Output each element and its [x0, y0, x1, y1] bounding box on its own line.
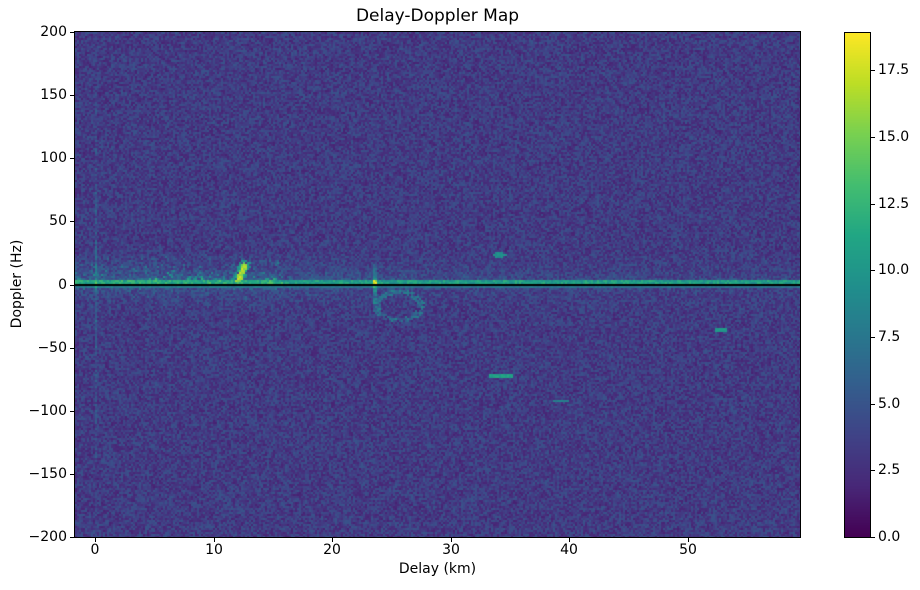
y-tick-label: −100 — [28, 403, 67, 419]
x-tick-label: 10 — [205, 542, 223, 558]
colorbar-tick-label: 15.0 — [878, 129, 910, 145]
x-tick-label: 30 — [442, 542, 460, 558]
x-tick-label: 0 — [90, 542, 100, 558]
y-tick-label: −200 — [28, 529, 67, 545]
y-tick-mark — [70, 285, 74, 286]
colorbar-tick-mark — [871, 470, 875, 471]
x-tick-label: 50 — [679, 542, 697, 558]
chart-title: Delay-Doppler Map — [355, 6, 520, 26]
x-tick-mark — [688, 538, 689, 542]
x-tick-label: 20 — [323, 542, 341, 558]
y-tick-label: −50 — [37, 340, 67, 356]
x-axis-label: Delay (km) — [398, 561, 477, 577]
colorbar-tick-label: 2.5 — [878, 462, 901, 478]
colorbar-tick-label: 17.5 — [878, 62, 910, 78]
colorbar-tick-mark — [871, 137, 875, 138]
y-tick-mark — [70, 32, 74, 33]
colorbar-tick-label: 5.0 — [878, 396, 901, 412]
x-tick-mark — [95, 538, 96, 542]
y-tick-mark — [70, 221, 74, 222]
delay-doppler-heatmap — [75, 32, 800, 537]
colorbar-tick-mark — [871, 204, 875, 205]
y-tick-mark — [70, 158, 74, 159]
y-tick-mark — [70, 537, 74, 538]
colorbar-tick-label: 7.5 — [878, 329, 901, 345]
colorbar — [844, 32, 871, 538]
colorbar-tick-mark — [871, 337, 875, 338]
colorbar-tick-mark — [871, 70, 875, 71]
y-tick-label: 50 — [49, 213, 67, 229]
colorbar-tick-mark — [871, 537, 875, 538]
colorbar-tick-label: 12.5 — [878, 196, 910, 212]
y-tick-mark — [70, 411, 74, 412]
y-tick-mark — [70, 95, 74, 96]
x-tick-mark — [569, 538, 570, 542]
colorbar-tick-mark — [871, 404, 875, 405]
x-tick-mark — [451, 538, 452, 542]
x-tick-mark — [332, 538, 333, 542]
colorbar-tick-label: 10.0 — [878, 262, 910, 278]
y-tick-label: 100 — [40, 150, 67, 166]
colorbar-tick-mark — [871, 270, 875, 271]
colorbar-gradient — [845, 33, 870, 537]
y-tick-label: 150 — [40, 87, 67, 103]
x-tick-mark — [214, 538, 215, 542]
plot-area — [74, 31, 801, 538]
y-tick-mark — [70, 348, 74, 349]
y-tick-label: 200 — [40, 24, 67, 40]
y-tick-mark — [70, 474, 74, 475]
x-tick-label: 40 — [560, 542, 578, 558]
y-tick-label: −150 — [28, 466, 67, 482]
y-tick-label: 0 — [58, 277, 67, 293]
colorbar-tick-label: 0.0 — [878, 529, 901, 545]
